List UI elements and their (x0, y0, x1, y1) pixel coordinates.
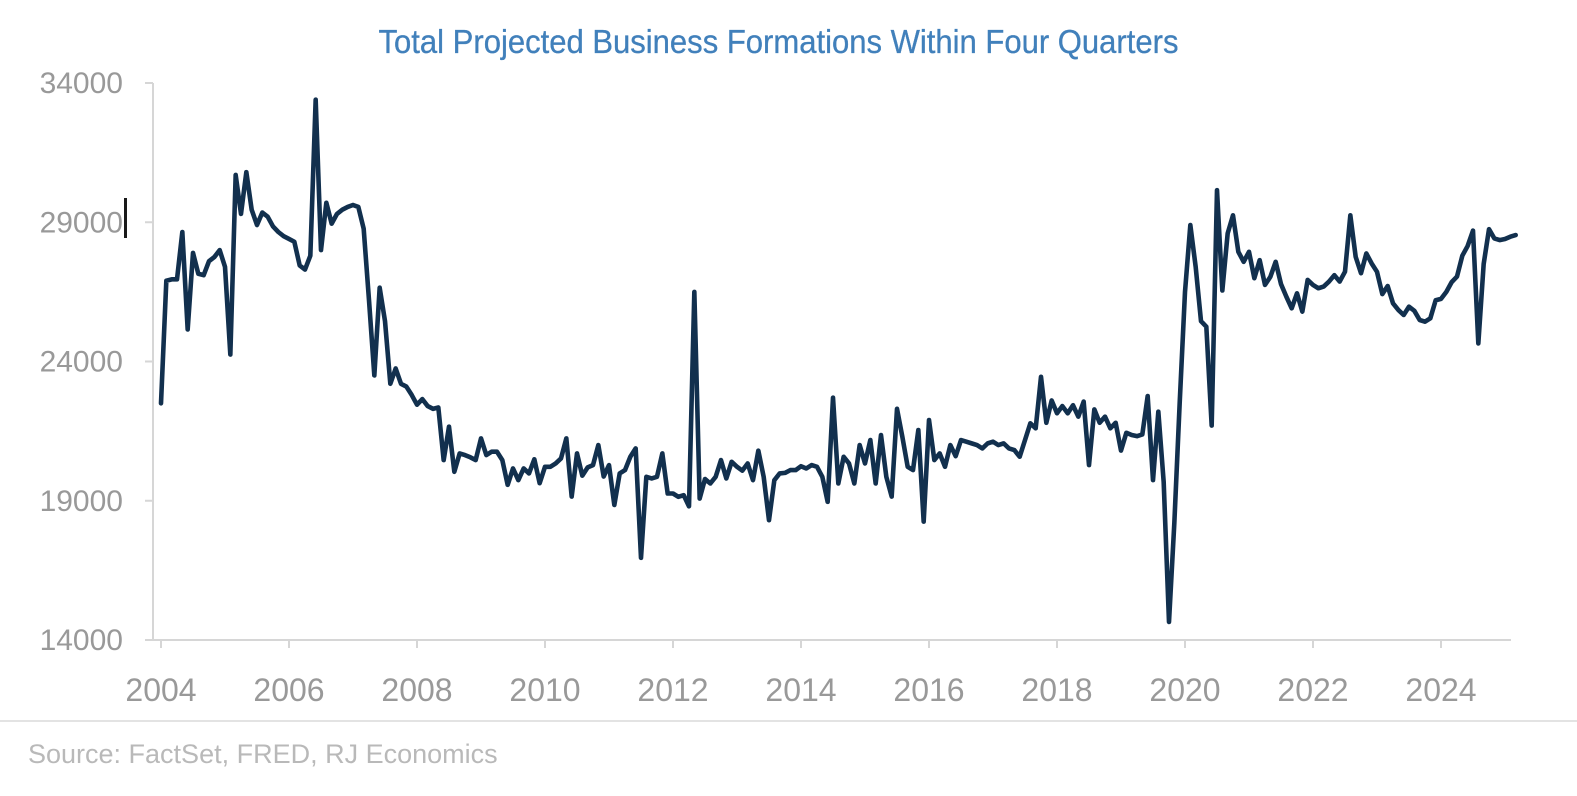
x-tick-label: 2024 (1405, 672, 1476, 708)
y-tick-label: 34000 (40, 67, 123, 100)
y-tick-label: 14000 (40, 624, 123, 657)
x-tick-label: 2014 (765, 672, 836, 708)
y-tick-label: 29000 (40, 206, 123, 239)
stray-text-caret (124, 198, 127, 238)
x-tick-label: 2018 (1021, 672, 1092, 708)
chart-title: Total Projected Business Formations With… (378, 23, 1179, 60)
line-chart: 14000 19000 24000 29000 34000 2004 2006 2008 201… (40, 67, 1518, 708)
x-tick-label: 2012 (637, 672, 708, 708)
footer-divider (0, 720, 1577, 722)
x-tick-label: 2010 (509, 672, 580, 708)
series-line (158, 97, 1518, 625)
x-tick-label: 2016 (893, 672, 964, 708)
y-tick-label: 19000 (40, 485, 123, 518)
x-tick-label: 2004 (125, 672, 196, 708)
x-tick-label: 2008 (381, 672, 452, 708)
y-tick-label: 24000 (40, 346, 123, 379)
x-tick-label: 2022 (1277, 672, 1348, 708)
x-tick-label: 2020 (1149, 672, 1220, 708)
source-note: Source: FactSet, FRED, RJ Economics (28, 739, 498, 769)
x-tick-label: 2006 (253, 672, 324, 708)
